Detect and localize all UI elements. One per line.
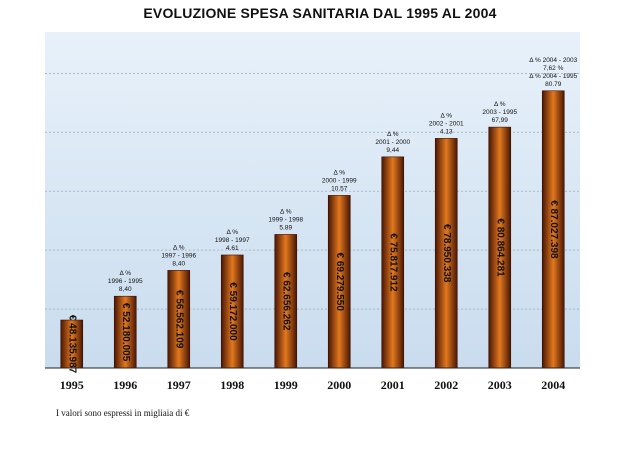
annotation-text: 2000 - 1999 xyxy=(322,177,357,184)
annotation-text: Δ % xyxy=(440,112,452,119)
x-tick-label: 1996 xyxy=(113,378,137,392)
annotation-text: 1998 - 1997 xyxy=(215,237,250,244)
chart-title: EVOLUZIONE SPESA SANITARIA DAL 1995 AL 2… xyxy=(143,5,497,21)
annotation-text: 2002 - 2001 xyxy=(429,120,464,127)
x-tick-label: 2001 xyxy=(381,378,405,392)
annotation-text: Δ % 2004 - 1995 xyxy=(529,73,577,80)
x-tick-label: 1999 xyxy=(274,378,298,392)
annotation-text: 7,62 % xyxy=(543,65,563,72)
bar-value-labels: € 48.135.987 € 52.180.005 € 56.562.109 € 59… xyxy=(66,200,559,373)
bar-value-label: € 87.027.398 xyxy=(548,200,559,259)
x-tick-label: 1997 xyxy=(167,378,191,392)
x-tick-label: 1998 xyxy=(220,378,244,392)
annotation-text: Δ % xyxy=(226,229,238,236)
x-tick-label: 2002 xyxy=(434,378,458,392)
annotation-text: 4.13 xyxy=(440,128,453,135)
bar-value-label: € 48.135.987 xyxy=(66,315,77,374)
annotation-text: Δ % 2004 - 2003 xyxy=(529,57,577,64)
x-tick-label: 2004 xyxy=(541,378,565,392)
annotation-text: 4.61 xyxy=(226,245,239,252)
footnote: I valori sono espressi in migliaia di € xyxy=(56,408,190,418)
x-tick-label: 2003 xyxy=(488,378,512,392)
annotation-text: 80.79 xyxy=(545,81,562,88)
annotation-text: 10.57 xyxy=(331,185,348,192)
annotation-text: 2003 - 1995 xyxy=(482,109,517,116)
annotation-text: 2001 - 2000 xyxy=(375,139,410,146)
bar-value-label: € 56.562.109 xyxy=(173,290,184,349)
annotation-text: Δ % xyxy=(333,169,345,176)
annotation-text: 1996 - 1995 xyxy=(108,278,143,285)
annotation-text: 1997 - 1996 xyxy=(161,252,196,259)
annotation-text: 67,99 xyxy=(492,117,509,124)
bar-value-label: € 75.817.912 xyxy=(387,233,398,292)
annotation-text: 9,44 xyxy=(386,147,399,154)
annotation-text: 1999 - 1998 xyxy=(268,216,303,223)
bar-value-label: € 80.864.281 xyxy=(494,218,505,277)
annotation-text: 5.89 xyxy=(279,224,292,231)
annotation-text: Δ % xyxy=(119,270,131,277)
bar-value-label: € 52.180.005 xyxy=(120,303,131,362)
annotation-text: Δ % xyxy=(387,131,399,138)
annotation-text: Δ % xyxy=(173,244,185,251)
x-tick-labels: 1995 1996 1997 1998 1999 2000 2001 2002 2003 2004 xyxy=(60,378,566,392)
annotation-text: Δ % xyxy=(280,208,292,215)
annotation-text: Δ % xyxy=(494,101,506,108)
bar-value-label: € 59.172.000 xyxy=(227,282,238,341)
annotation-text: 8,40 xyxy=(119,286,132,293)
annotation-text: 8,40 xyxy=(172,260,185,267)
bar-value-label: € 78.950.338 xyxy=(441,224,452,283)
x-tick-label: 1995 xyxy=(60,378,84,392)
x-tick-label: 2000 xyxy=(327,378,351,392)
bar-value-label: € 69.279.550 xyxy=(334,253,345,312)
bar-value-label: € 62.656.262 xyxy=(280,272,291,331)
